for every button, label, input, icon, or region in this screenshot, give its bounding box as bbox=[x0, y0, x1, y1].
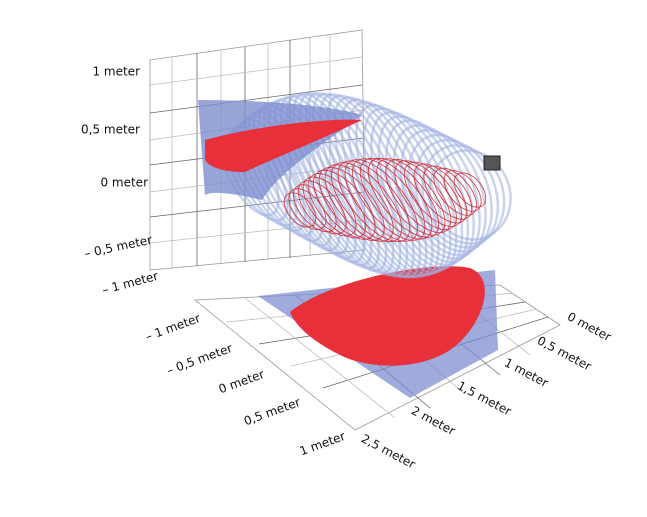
ring bbox=[359, 157, 433, 240]
ring bbox=[313, 169, 376, 240]
ring bbox=[292, 92, 395, 275]
ring bbox=[453, 172, 487, 208]
ring bbox=[407, 133, 493, 253]
z-tick-label: – 1 meter bbox=[101, 269, 160, 297]
ring bbox=[423, 165, 473, 220]
ring bbox=[394, 160, 457, 231]
ring bbox=[428, 149, 512, 241]
y-tick-label: 0,5 meter bbox=[242, 395, 302, 428]
ring bbox=[392, 124, 481, 260]
ring bbox=[352, 158, 426, 241]
z-tick-label: 1 meter bbox=[92, 65, 140, 79]
ring bbox=[443, 170, 482, 212]
ring bbox=[370, 111, 464, 270]
ring bbox=[297, 180, 347, 235]
x-tick-label: 2,5 meter bbox=[359, 431, 418, 471]
ring bbox=[385, 159, 452, 234]
ring bbox=[413, 163, 468, 224]
ring bbox=[362, 107, 458, 272]
x-tick-label: 0 meter bbox=[565, 309, 614, 344]
ring bbox=[330, 162, 403, 243]
ring bbox=[324, 164, 394, 242]
y-tick-label: – 1 meter bbox=[144, 311, 203, 344]
ring bbox=[433, 167, 477, 216]
x-tick-label: 1 meter bbox=[502, 355, 551, 390]
ring bbox=[421, 144, 506, 245]
ring bbox=[288, 188, 327, 230]
z-tick-label: – 0,5 meter bbox=[83, 233, 153, 261]
y-tick-label: – 0,5 meter bbox=[165, 341, 235, 378]
y-tick-label: 1 meter bbox=[298, 429, 348, 458]
ring bbox=[318, 166, 385, 241]
z-tick-label: 0 meter bbox=[100, 176, 148, 190]
x-tick-label: 1,5 meter bbox=[455, 378, 514, 418]
ring bbox=[399, 128, 487, 257]
ring bbox=[403, 161, 463, 227]
ring bbox=[302, 176, 357, 237]
ring bbox=[385, 119, 475, 264]
z-tick-label: 0,5 meter bbox=[81, 123, 140, 137]
ring bbox=[293, 184, 337, 233]
x-tick-label: 2 meter bbox=[409, 403, 458, 438]
y-tick-label: 0 meter bbox=[217, 367, 267, 396]
floor-projection bbox=[258, 266, 498, 398]
ring bbox=[283, 192, 317, 228]
x-tick-label: 0,5 meter bbox=[535, 333, 594, 373]
wall-projection bbox=[198, 100, 501, 200]
